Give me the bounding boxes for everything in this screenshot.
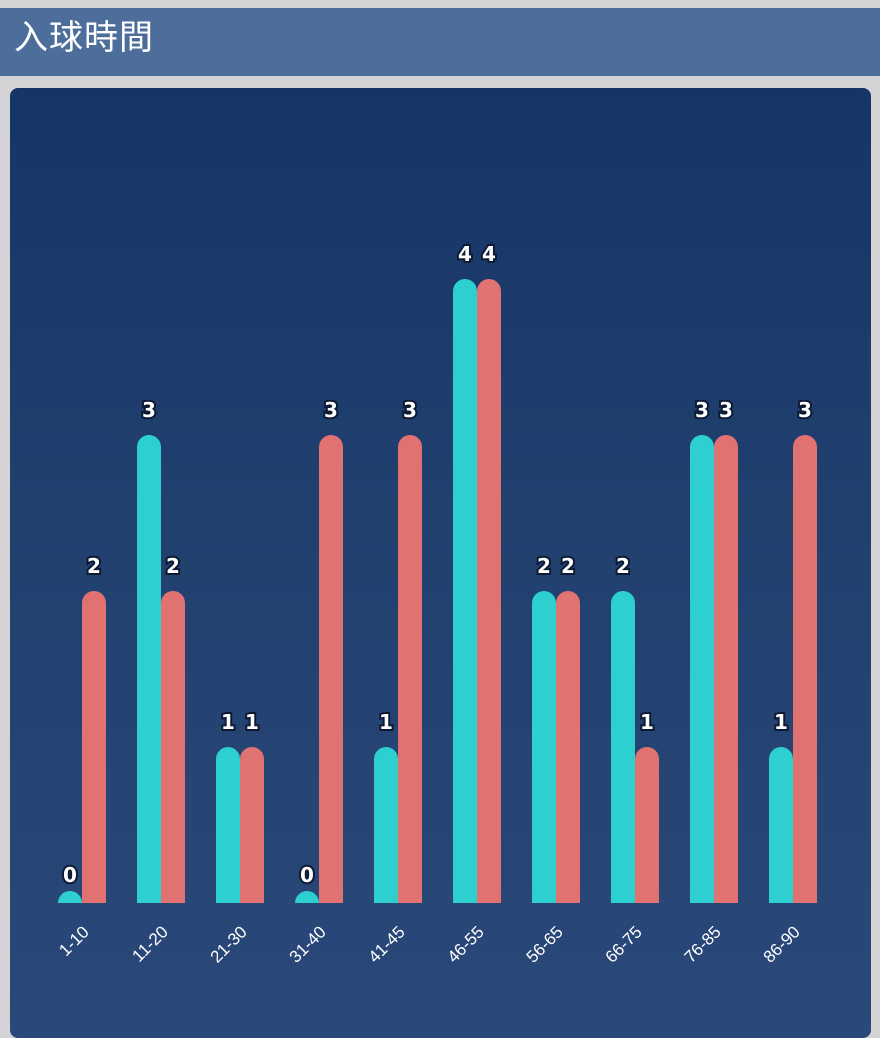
x-tick-label-11-20: 11-20	[129, 922, 172, 965]
data-label-series-b-76-85: 3	[719, 398, 733, 422]
x-tick-label-31-40: 31-40	[286, 922, 330, 966]
x-tick-label-76-85: 76-85	[681, 922, 725, 966]
bar-series-b-56-65	[556, 591, 580, 903]
x-tick-label-1-10: 1-10	[55, 922, 92, 959]
data-label-series-a-1-10: 0	[63, 863, 77, 887]
bar-series-a-1-10	[58, 891, 82, 903]
bar-series-a-56-65	[532, 591, 556, 903]
data-label-series-a-76-85: 3	[695, 398, 709, 422]
data-label-series-a-21-30: 1	[221, 710, 235, 734]
bar-series-b-76-85	[714, 435, 738, 903]
bar-series-b-41-45	[398, 435, 422, 903]
data-label-series-b-46-55: 4	[482, 242, 496, 266]
bar-series-b-31-40	[319, 435, 343, 903]
bar-series-b-11-20	[161, 591, 185, 903]
section-header: 入球時間	[0, 8, 880, 76]
x-tick-label-46-55: 46-55	[444, 922, 488, 966]
data-label-series-b-11-20: 2	[166, 554, 180, 578]
bar-series-b-86-90	[793, 435, 817, 903]
x-tick-label-21-30: 21-30	[207, 922, 251, 966]
bar-series-a-86-90	[769, 747, 793, 903]
bar-series-a-21-30	[216, 747, 240, 903]
x-tick-label-56-65: 56-65	[523, 922, 567, 966]
bar-series-b-21-30	[240, 747, 264, 903]
x-tick-label-41-45: 41-45	[365, 922, 409, 966]
data-label-series-b-41-45: 3	[403, 398, 417, 422]
section-title: 入球時間	[14, 18, 154, 58]
data-label-series-b-31-40: 3	[324, 398, 338, 422]
data-label-series-b-86-90: 3	[798, 398, 812, 422]
data-label-series-a-46-55: 4	[458, 242, 472, 266]
data-label-series-a-11-20: 3	[142, 398, 156, 422]
data-label-series-b-66-75: 1	[640, 710, 654, 734]
bar-series-a-41-45	[374, 747, 398, 903]
x-tick-label-86-90: 86-90	[760, 922, 804, 966]
chart-panel: 0 2 1-10 3 2 11-20 1 1 21-30 0 3 31-40 1 3 41-45 4 4 46-5…	[10, 88, 871, 1038]
bar-series-b-66-75	[635, 747, 659, 903]
bar-series-a-66-75	[611, 591, 635, 903]
x-tick-label-66-75: 66-75	[602, 922, 646, 966]
bar-series-b-1-10	[82, 591, 106, 903]
bar-series-b-46-55	[477, 279, 501, 903]
data-label-series-a-31-40: 0	[300, 863, 314, 887]
bar-series-a-46-55	[453, 279, 477, 903]
data-label-series-a-66-75: 2	[616, 554, 630, 578]
data-label-series-a-86-90: 1	[774, 710, 788, 734]
bar-series-a-31-40	[295, 891, 319, 903]
data-label-series-a-56-65: 2	[537, 554, 551, 578]
data-label-series-a-41-45: 1	[379, 710, 393, 734]
data-label-series-b-21-30: 1	[245, 710, 259, 734]
bar-series-a-76-85	[690, 435, 714, 903]
data-label-series-b-56-65: 2	[561, 554, 575, 578]
data-label-series-b-1-10: 2	[87, 554, 101, 578]
bar-series-a-11-20	[137, 435, 161, 903]
